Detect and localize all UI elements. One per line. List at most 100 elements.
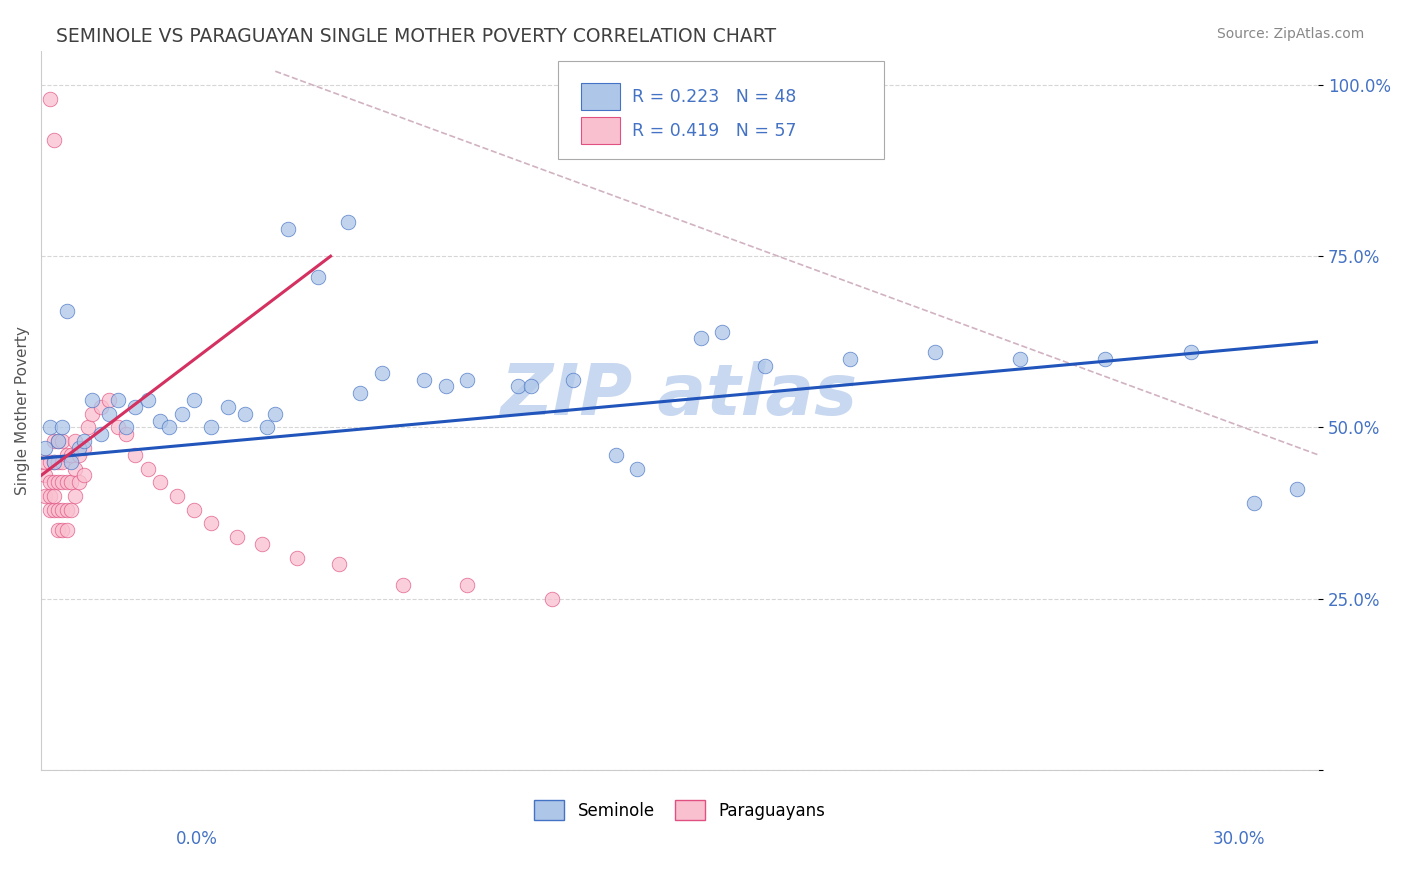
Point <box>38 502 60 516</box>
Point <box>1094 351 1116 366</box>
Point <box>46 502 69 516</box>
Point <box>46 434 69 449</box>
Point <box>1180 345 1202 359</box>
Text: R = 0.419   N = 57: R = 0.419 N = 57 <box>633 121 797 139</box>
Point <box>392 578 415 592</box>
Point <box>46 475 69 490</box>
Point <box>370 366 392 380</box>
Point <box>38 420 60 434</box>
Point <box>38 92 60 106</box>
Point <box>349 386 371 401</box>
Point <box>217 400 239 414</box>
Point <box>456 372 478 386</box>
Point <box>42 434 65 449</box>
Point <box>55 304 77 318</box>
Point <box>59 502 82 516</box>
Point <box>456 578 478 592</box>
Point <box>63 461 86 475</box>
Point <box>67 441 90 455</box>
Point <box>519 379 541 393</box>
Point <box>42 455 65 469</box>
Point <box>839 351 862 366</box>
Point <box>59 448 82 462</box>
Point <box>42 475 65 490</box>
Point <box>605 448 627 462</box>
FancyBboxPatch shape <box>581 83 620 111</box>
Point <box>434 379 457 393</box>
Point <box>166 489 188 503</box>
Point <box>42 455 65 469</box>
Point <box>63 434 86 449</box>
Point <box>506 379 529 393</box>
Point <box>1243 496 1265 510</box>
Point <box>55 523 77 537</box>
Point <box>1285 482 1308 496</box>
Point <box>107 393 129 408</box>
Point <box>51 434 73 449</box>
Point <box>46 523 69 537</box>
Point <box>51 420 73 434</box>
FancyBboxPatch shape <box>558 62 884 159</box>
Point <box>149 475 172 490</box>
Text: 0.0%: 0.0% <box>176 830 218 847</box>
Point <box>413 372 436 386</box>
Point <box>67 448 90 462</box>
Point <box>626 461 648 475</box>
Text: R = 0.223   N = 48: R = 0.223 N = 48 <box>633 87 797 106</box>
Point <box>90 427 112 442</box>
Point <box>170 407 193 421</box>
Point <box>38 455 60 469</box>
Point <box>149 414 172 428</box>
Point <box>51 523 73 537</box>
Point <box>336 215 359 229</box>
Point <box>98 407 121 421</box>
Point <box>124 400 146 414</box>
Point <box>73 441 96 455</box>
Point <box>34 489 56 503</box>
Point <box>924 345 946 359</box>
Point <box>55 475 77 490</box>
Point <box>200 516 222 531</box>
Point <box>51 475 73 490</box>
Point <box>82 407 104 421</box>
Point <box>82 393 104 408</box>
Point <box>307 269 329 284</box>
Point <box>38 489 60 503</box>
Point <box>38 475 60 490</box>
Y-axis label: Single Mother Poverty: Single Mother Poverty <box>15 326 30 495</box>
Point <box>55 502 77 516</box>
Point <box>67 475 90 490</box>
Point <box>183 502 205 516</box>
Point <box>73 468 96 483</box>
Text: SEMINOLE VS PARAGUAYAN SINGLE MOTHER POVERTY CORRELATION CHART: SEMINOLE VS PARAGUAYAN SINGLE MOTHER POV… <box>56 27 776 45</box>
Text: 30.0%: 30.0% <box>1213 830 1265 847</box>
Text: Source: ZipAtlas.com: Source: ZipAtlas.com <box>1216 27 1364 41</box>
Point <box>59 475 82 490</box>
Point <box>63 489 86 503</box>
Point <box>252 537 274 551</box>
Text: ZIP atlas: ZIP atlas <box>501 361 858 431</box>
Point <box>754 359 776 373</box>
Point <box>285 550 308 565</box>
Point <box>90 400 112 414</box>
Point <box>562 372 585 386</box>
Point <box>42 502 65 516</box>
Point <box>256 420 278 434</box>
Point <box>46 455 69 469</box>
Point <box>235 407 257 421</box>
Point <box>55 448 77 462</box>
Point <box>264 407 287 421</box>
Point <box>690 331 713 345</box>
Point <box>1010 351 1032 366</box>
Point <box>98 393 121 408</box>
Point <box>136 461 159 475</box>
Point <box>46 434 69 449</box>
Point <box>34 441 56 455</box>
Point <box>77 420 100 434</box>
Point <box>34 468 56 483</box>
Point <box>157 420 180 434</box>
Point <box>328 558 350 572</box>
Point <box>183 393 205 408</box>
Point <box>107 420 129 434</box>
Point <box>115 427 138 442</box>
